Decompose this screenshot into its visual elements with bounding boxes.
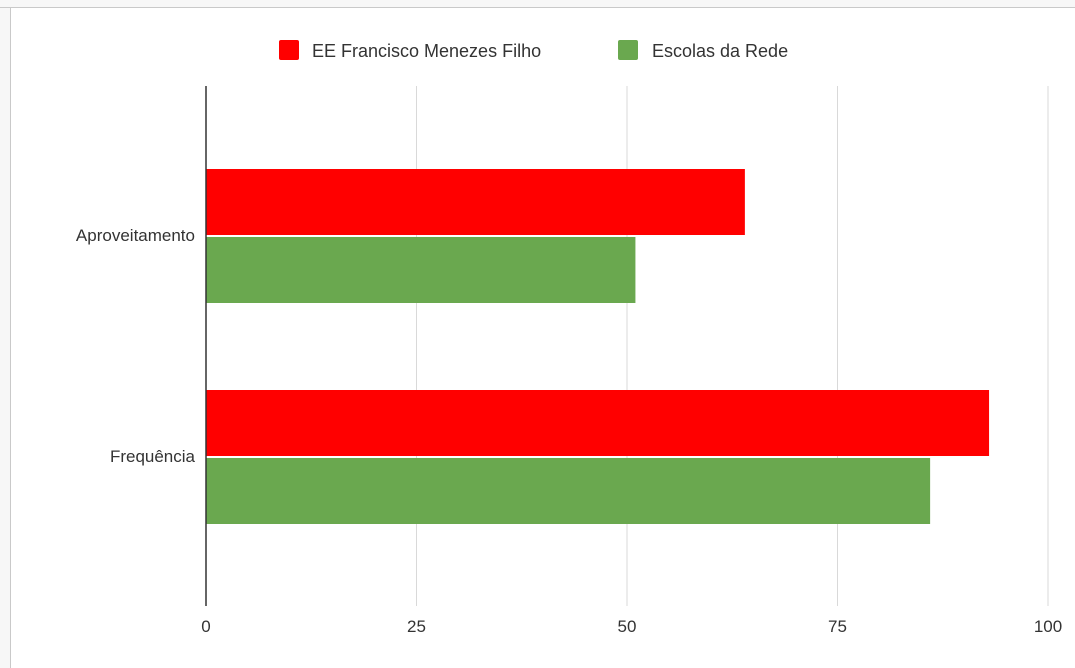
bar-escolas-da-rede-1 [206, 458, 931, 524]
legend-item-escolas-da-rede: Escolas da Rede [618, 40, 788, 61]
x-tick-label: 50 [618, 617, 637, 636]
legend-swatch-red [279, 40, 299, 60]
y-category-label: Frequência [110, 447, 196, 466]
x-tick-label: 100 [1034, 617, 1062, 636]
legend-swatch-green [618, 40, 638, 60]
sheet-edge-left [0, 0, 11, 668]
x-tick-label: 25 [407, 617, 426, 636]
legend-item-ee-francisco-menezes-filho: EE Francisco Menezes Filho [279, 40, 541, 61]
y-category-label: Aproveitamento [76, 226, 195, 245]
gridlines [416, 86, 1049, 606]
bars [206, 169, 990, 524]
x-tick-label: 0 [201, 617, 210, 636]
x-tick-label: 75 [828, 617, 847, 636]
legend-label: EE Francisco Menezes Filho [312, 41, 541, 61]
sheet-edge-top [0, 0, 1075, 8]
legend: EE Francisco Menezes Filho Escolas da Re… [279, 40, 788, 61]
bar-ee-francisco-menezes-filho-1 [206, 390, 990, 456]
axis-labels: 0 25 50 75 100 Aproveitamento Frequência [76, 226, 1062, 636]
bar-escolas-da-rede-0 [206, 237, 636, 303]
bar-ee-francisco-menezes-filho-0 [206, 169, 745, 235]
legend-label: Escolas da Rede [652, 41, 788, 61]
